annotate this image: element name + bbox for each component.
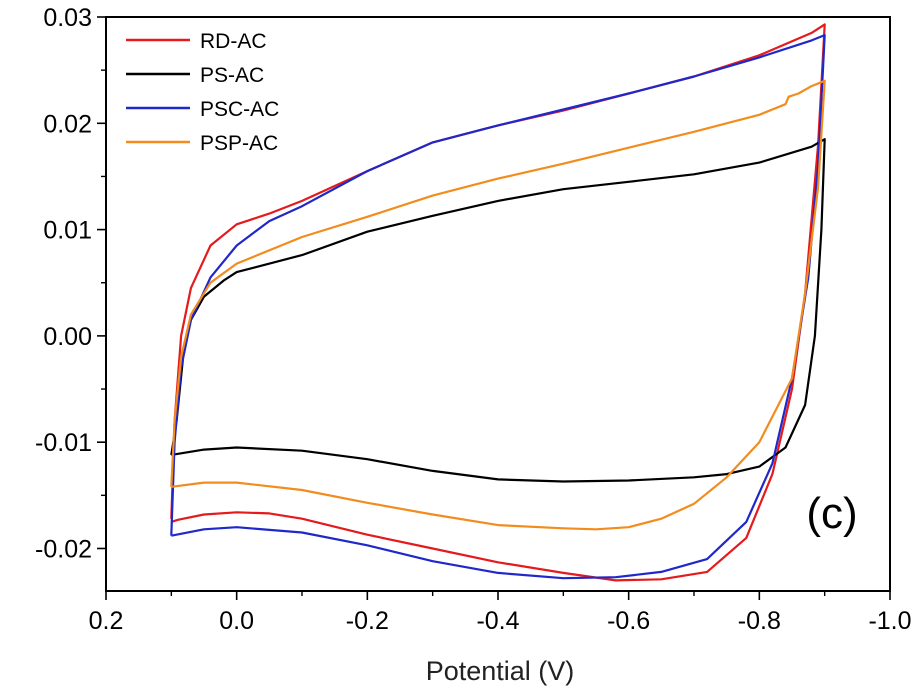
y-tick-label: 0.00 bbox=[43, 323, 92, 351]
legend-label-psc-ac: PSC-AC bbox=[200, 98, 279, 121]
series-line-psc-ac bbox=[170, 34, 826, 580]
y-tick-label: 0.02 bbox=[43, 110, 92, 138]
ticks-layer: 0.2 0.0 -0.2 -0.4 -0.6 -0.8 -1.0 0.03 0.02 0.01 0.… bbox=[35, 4, 912, 635]
series-line-ps-ac bbox=[170, 138, 826, 483]
y-tick-label: 0.03 bbox=[43, 4, 92, 32]
legend-label-psp-ac: PSP-AC bbox=[200, 132, 278, 155]
legend-label-rd-ac: RD-AC bbox=[200, 30, 267, 53]
panel-label: (c) bbox=[806, 489, 857, 538]
x-tick-label: -0.8 bbox=[738, 607, 781, 635]
x-tick-label: 0.0 bbox=[219, 607, 254, 635]
legend: RD-AC PS-AC PSC-AC PSP-AC bbox=[126, 30, 279, 155]
series-line-psp-ac bbox=[170, 79, 826, 531]
x-axis-title: Potential (V) bbox=[426, 656, 575, 686]
y-tick-label: -0.02 bbox=[35, 535, 92, 563]
legend-label-ps-ac: PS-AC bbox=[200, 64, 264, 87]
x-tick-label: -1.0 bbox=[868, 607, 911, 635]
plot-frame bbox=[105, 16, 891, 592]
y-tick-label: -0.01 bbox=[35, 429, 92, 457]
x-tick-label: -0.2 bbox=[346, 607, 389, 635]
x-tick-label: -0.6 bbox=[607, 607, 650, 635]
x-tick-label: 0.2 bbox=[89, 607, 124, 635]
series-layer bbox=[170, 23, 826, 582]
y-tick-label: 0.01 bbox=[43, 217, 92, 245]
x-tick-label: -0.4 bbox=[476, 607, 519, 635]
